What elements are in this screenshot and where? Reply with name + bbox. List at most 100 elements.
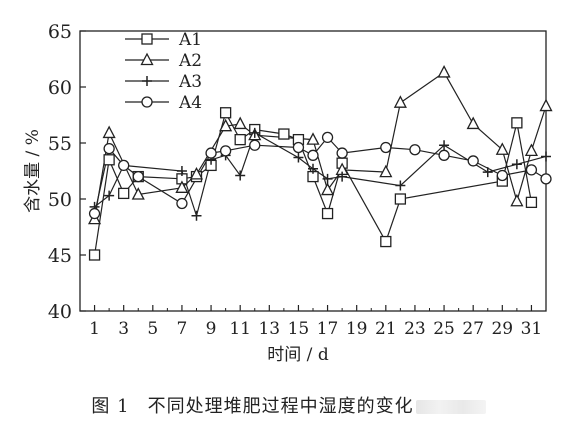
series-lines <box>94 71 547 256</box>
data-point-a3 <box>541 151 551 162</box>
data-point-a3 <box>337 171 348 182</box>
x-axis-label: 时间 / d <box>267 345 329 365</box>
data-point-a2 <box>189 166 204 180</box>
x-tick-label: 25 <box>433 319 455 339</box>
data-point-a2 <box>233 116 247 130</box>
data-point-a2 <box>495 142 509 155</box>
data-point-a3 <box>322 173 333 184</box>
watermark-blur <box>415 400 486 414</box>
x-tick-label: 13 <box>258 319 280 339</box>
data-point-a4 <box>132 170 144 183</box>
data-point-a4 <box>467 155 479 167</box>
series-line-a3 <box>94 132 547 218</box>
data-point-a2 <box>320 182 335 196</box>
data-point-a1 <box>118 187 130 200</box>
legend-label-a3: A3 <box>178 72 202 92</box>
data-point-a4 <box>292 141 305 154</box>
series-line-a4 <box>94 136 547 214</box>
data-point-a1 <box>321 207 334 220</box>
data-point-a2 <box>466 116 480 130</box>
data-point-a3 <box>482 167 493 178</box>
figure-number: 图 1 <box>91 396 130 417</box>
y-axis-label: 含水量 / % <box>23 129 43 213</box>
series-line-a1 <box>94 111 532 256</box>
x-tick-label: 15 <box>288 319 310 339</box>
data-point-a4 <box>380 141 392 154</box>
x-tick-label: 11 <box>229 319 251 339</box>
data-point-a3 <box>176 166 187 176</box>
data-point-a4 <box>496 169 508 182</box>
x-tick-label: 21 <box>375 319 397 339</box>
figure-caption-text: 不同处理堆肥过程中湿度的变化 <box>147 396 414 417</box>
data-point-a4 <box>176 197 188 210</box>
y-tick-label: 55 <box>48 133 72 155</box>
data-point-a2 <box>379 164 393 178</box>
data-point-a2 <box>306 132 320 145</box>
y-tick-label: 60 <box>48 77 72 99</box>
data-point-a3 <box>511 159 522 170</box>
data-point-a3 <box>395 180 406 191</box>
y-tick-label: 40 <box>48 301 72 323</box>
x-tick-label: 31 <box>521 319 543 339</box>
legend-marker-a4 <box>141 96 153 108</box>
data-point-a4 <box>525 164 538 176</box>
legend-marker-a3 <box>142 76 152 86</box>
data-point-a2 <box>393 95 407 108</box>
data-point-a2 <box>539 98 553 112</box>
y-tick-label: 65 <box>48 21 72 43</box>
data-point-a4 <box>88 207 101 220</box>
x-tick-label: 17 <box>317 319 339 339</box>
data-point-a1 <box>219 107 232 119</box>
data-point-a3 <box>235 170 246 181</box>
data-point-a1 <box>278 128 290 140</box>
y-tick-label: 50 <box>48 189 72 211</box>
legend-marker-a2 <box>140 52 154 66</box>
y-tick-label: 45 <box>48 245 72 267</box>
data-point-a3 <box>439 140 450 151</box>
data-point-a3 <box>191 210 202 221</box>
x-tick-label: 27 <box>462 319 484 339</box>
data-point-a1 <box>394 193 407 205</box>
data-point-a4 <box>219 145 232 157</box>
data-point-a4 <box>409 144 421 156</box>
data-point-a4 <box>205 147 217 159</box>
data-point-a1 <box>511 117 523 129</box>
data-point-a4 <box>249 139 261 151</box>
data-point-a4 <box>103 142 115 155</box>
legend-marker-a1 <box>141 33 153 45</box>
data-point-a3 <box>104 190 115 201</box>
data-point-a3 <box>249 127 260 138</box>
data-point-a2 <box>219 118 233 132</box>
data-point-a3 <box>308 163 318 174</box>
data-point-a1 <box>525 196 538 209</box>
data-point-a3 <box>293 152 304 163</box>
data-point-a4 <box>118 159 130 172</box>
x-tick-label: 1 <box>89 319 100 339</box>
legend-label-a4: A4 <box>178 93 202 113</box>
data-point-a2 <box>102 125 116 139</box>
data-point-a1 <box>88 249 101 261</box>
x-tick-label: 7 <box>177 319 188 339</box>
legend-label-a2: A2 <box>178 51 202 71</box>
data-point-a4 <box>438 149 450 161</box>
data-point-a2 <box>437 65 451 78</box>
x-tick-label: 3 <box>118 319 129 339</box>
data-point-a1 <box>380 235 392 248</box>
x-tick-label: 9 <box>206 319 217 339</box>
x-tick-label: 29 <box>491 319 513 339</box>
x-tick-label: 23 <box>404 319 426 339</box>
x-tick-label: 19 <box>346 319 368 339</box>
data-point-a4 <box>336 147 348 159</box>
data-point-a4 <box>307 149 319 161</box>
series-markers <box>87 65 553 261</box>
data-point-a2 <box>175 180 189 193</box>
x-tick-label: 5 <box>147 319 158 339</box>
data-point-a4 <box>540 173 552 185</box>
data-point-a1 <box>234 133 246 146</box>
data-point-a2 <box>131 187 145 200</box>
figure-caption: 图 1 不同处理堆肥过程中湿度的变化 <box>0 392 577 418</box>
legend-label-a1: A1 <box>178 30 202 50</box>
data-point-a4 <box>321 131 334 144</box>
